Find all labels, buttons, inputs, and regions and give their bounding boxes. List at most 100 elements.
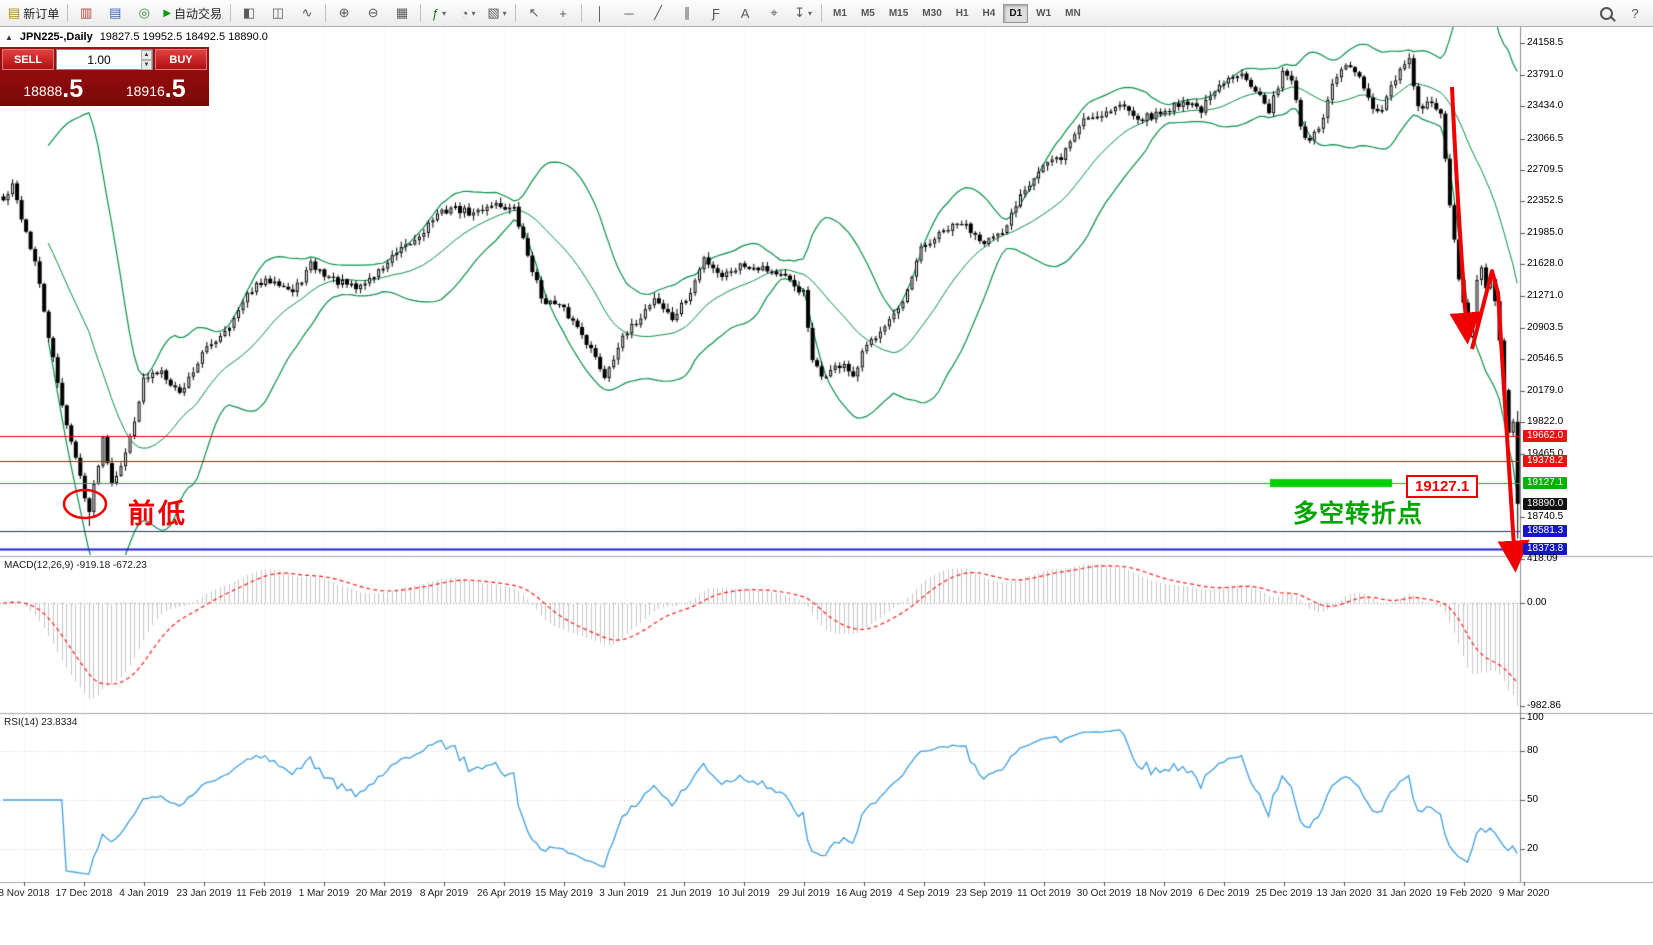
timeframe-m30[interactable]: M30 <box>922 7 942 19</box>
date-label: 30 Oct 2019 <box>1076 888 1132 899</box>
cursor-button[interactable]: ↖ <box>520 1 548 25</box>
timeframe-group: M1 M5 M15 M30 H1 H4 D1 W1 MN <box>826 3 1088 23</box>
zoom-in-button[interactable]: ⊕ <box>330 1 358 25</box>
chart-window-button[interactable]: ▥ <box>72 1 100 25</box>
timeframe-w1[interactable]: W1 <box>1036 7 1052 19</box>
date-label: 26 Apr 2019 <box>477 888 531 899</box>
timeframe-d1[interactable]: D1 <box>1003 3 1029 23</box>
autotrading-label: 自动交易 <box>174 6 223 21</box>
price-tick-label: -982.86 <box>1527 700 1561 711</box>
date-label: 15 May 2019 <box>535 888 593 899</box>
oct-collapse-icon[interactable]: ▲ <box>5 32 13 42</box>
horizontal-line-icon: ─ <box>624 5 634 21</box>
search-button[interactable] <box>1592 1 1620 25</box>
date-label: 16 Aug 2019 <box>835 888 893 899</box>
time-scale[interactable]: 8 Nov 2018 17 Dec 2018 4 Jan 2019 23 Jan 20… <box>0 884 1653 904</box>
buy-button[interactable]: BUY <box>155 49 207 70</box>
vertical-line-button[interactable]: │ <box>586 1 614 25</box>
price-scale[interactable]: 24158.5 23791.0 23434.0 23066.5 22709.5 22352… <box>1521 27 1653 945</box>
turning-point-annotation[interactable]: 多空转折点 <box>1293 500 1424 528</box>
text-tool-icon: A <box>740 5 750 21</box>
channel-button[interactable]: ∥ <box>673 1 701 25</box>
toolbar-separator <box>420 4 422 22</box>
date-label: 11 Oct 2019 <box>1017 888 1071 899</box>
price-tick-label: 24158.5 <box>1527 37 1564 48</box>
price-tick-label: 22352.5 <box>1527 194 1564 206</box>
fibonacci-button[interactable]: Ƒ <box>702 1 730 25</box>
date-label: 1 Mar 2019 <box>298 888 350 899</box>
sell-price[interactable]: 18888 .5 <box>2 70 105 104</box>
toolbar-separator <box>821 4 823 22</box>
price-tick-label: 20546.5 <box>1527 352 1564 364</box>
buy-price[interactable]: 18916 .5 <box>105 70 208 104</box>
price-chart-canvas[interactable] <box>0 27 1653 945</box>
date-label: 3 Jun 2019 <box>599 888 649 899</box>
periods-icon: ◔ <box>460 5 469 21</box>
new-order-button[interactable]: ▤ 新订单 <box>4 1 63 25</box>
price-tick-label: 20 <box>1527 842 1539 854</box>
date-label: 9 Mar 2020 <box>1498 888 1550 899</box>
profiles-button[interactable]: ▤ <box>101 1 129 25</box>
candlestick-chart-button[interactable]: ◫ <box>264 1 292 25</box>
trendline-icon: ╱ <box>654 5 662 20</box>
price-tick-label: 20903.5 <box>1527 321 1564 333</box>
date-label: 23 Jan 2019 <box>176 888 232 899</box>
date-label: 21 Jun 2019 <box>656 888 712 899</box>
sell-price-main: 18888 <box>23 83 63 99</box>
navigator-button[interactable]: ◎ <box>130 1 158 25</box>
date-label: 4 Sep 2019 <box>898 888 950 899</box>
price-tick-label: 19465.0 <box>1527 447 1564 459</box>
date-label: 8 Apr 2019 <box>419 888 469 899</box>
label-tool-icon: ⌖ <box>770 5 778 20</box>
zoom-out-button[interactable]: ⊖ <box>359 1 387 25</box>
crosshair-button[interactable]: + <box>549 1 577 25</box>
symbol-period-label: JPN225-,Daily <box>19 31 93 43</box>
date-label: 19 Feb 2020 <box>1435 888 1493 899</box>
text-tool-button[interactable]: A <box>731 1 759 25</box>
new-order-label: 新订单 <box>23 6 60 21</box>
toolbar: ▤ 新订单 ▥ ▤ ◎ ▶ 自动交易 ◧ ◫ ∿ ⊕ ⊖ ▦ ƒ ▾ ◔ ▾ ▧ ▾ … <box>0 0 1653 27</box>
periods-button[interactable]: ◔ ▾ <box>454 1 482 25</box>
price-badge: 18890.0 <box>1523 497 1568 510</box>
label-tool-button[interactable]: ⌖ <box>760 1 788 25</box>
date-label: 4 Jan 2019 <box>119 888 169 899</box>
volume-down-icon[interactable]: ▼ <box>141 60 152 70</box>
new-order-icon: ▤ <box>8 5 21 20</box>
autotrading-button[interactable]: ▶ 自动交易 <box>159 1 226 25</box>
date-label: 23 Sep 2019 <box>955 888 1013 899</box>
date-label: 6 Dec 2019 <box>1198 888 1250 899</box>
price-flag-annotation[interactable]: 19127.1 <box>1406 475 1479 498</box>
timeframe-m1[interactable]: M1 <box>833 7 847 19</box>
search-icon <box>1599 6 1613 20</box>
price-tick-label: 23434.0 <box>1527 100 1564 112</box>
toolbar-separator <box>325 4 327 22</box>
chart-window-icon: ▥ <box>80 5 93 20</box>
chart-header: ▲ JPN225-,Daily 19827.5 19952.5 18492.5 … <box>5 31 268 43</box>
bar-chart-button[interactable]: ◧ <box>235 1 263 25</box>
date-label: 25 Dec 2019 <box>1255 888 1313 899</box>
previous-low-annotation[interactable]: 前低 <box>128 499 188 529</box>
price-tick-label: 23066.5 <box>1527 132 1564 144</box>
templates-button[interactable]: ▧ ▾ <box>483 1 511 25</box>
line-chart-button[interactable]: ∿ <box>293 1 321 25</box>
timeframe-mn[interactable]: MN <box>1065 7 1081 19</box>
timeframe-h4[interactable]: H4 <box>982 7 996 19</box>
help-button[interactable]: ? <box>1621 1 1649 25</box>
tile-windows-button[interactable]: ▦ <box>388 1 416 25</box>
date-label: 18 Nov 2019 <box>1135 888 1193 899</box>
ohlc-values: 19827.5 19952.5 18492.5 18890.0 <box>99 31 268 43</box>
navigator-icon: ◎ <box>138 5 150 20</box>
timeframe-m15[interactable]: M15 <box>888 7 909 19</box>
timeframe-m5[interactable]: M5 <box>860 7 875 19</box>
indicators-button[interactable]: ƒ ▾ <box>425 1 453 25</box>
sell-button[interactable]: SELL <box>2 49 54 70</box>
arrows-tool-button[interactable]: ↧ ▾ <box>789 1 817 25</box>
volume-up-icon[interactable]: ▲ <box>141 50 152 60</box>
toolbar-separator <box>67 4 69 22</box>
horizontal-line-button[interactable]: ─ <box>615 1 643 25</box>
timeframe-h1[interactable]: H1 <box>955 7 969 19</box>
price-tick-label: 418.09 <box>1527 553 1558 565</box>
volume-box: ▲ ▼ <box>56 49 153 70</box>
trendline-button[interactable]: ╱ <box>644 1 672 25</box>
volume-input[interactable] <box>57 50 142 69</box>
